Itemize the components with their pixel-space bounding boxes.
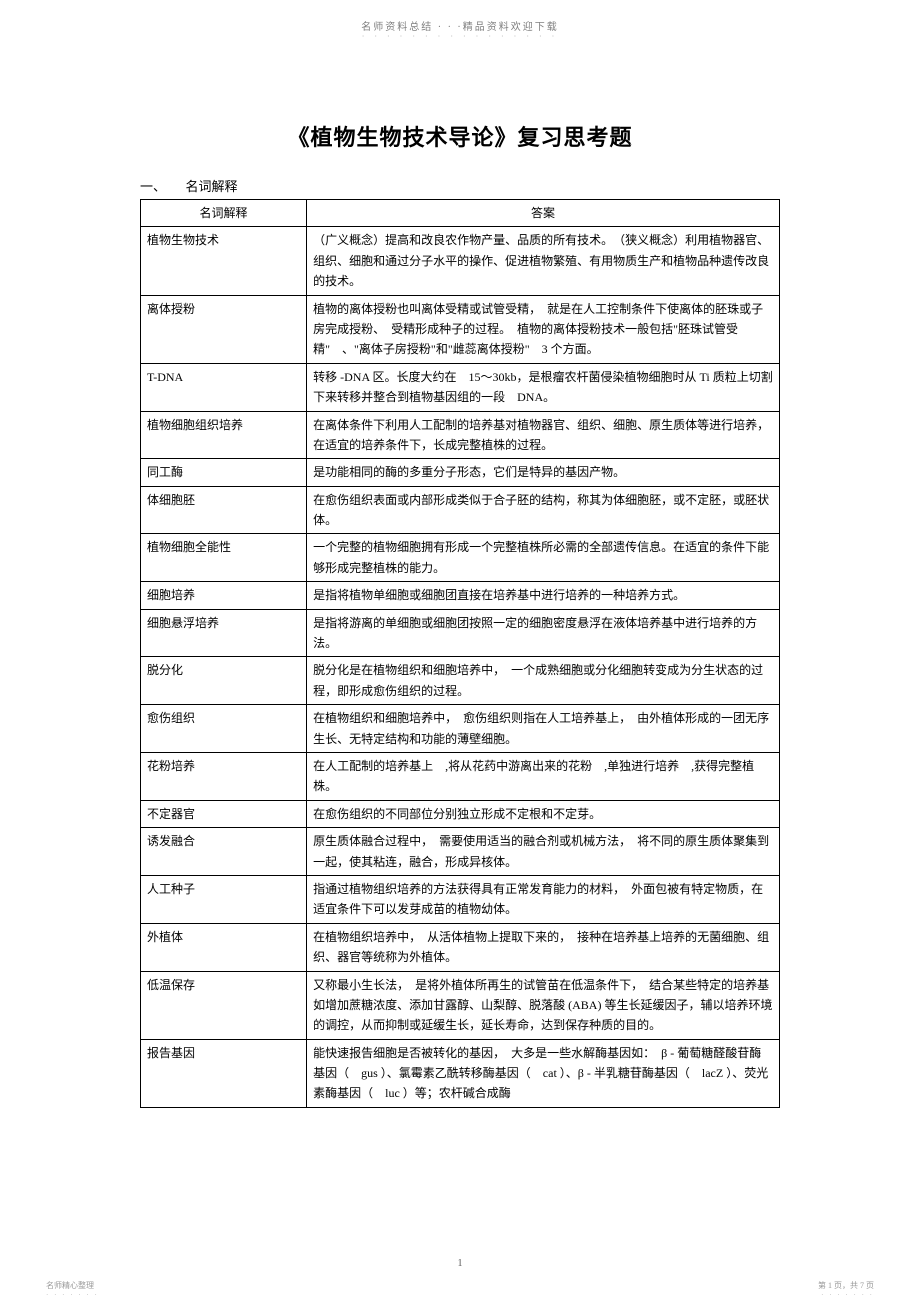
answer-cell: 在愈伤组织的不同部位分别独立形成不定根和不定芽。 — [307, 800, 780, 827]
footer-right-dots: · · · · · · · — [821, 1291, 874, 1299]
page-header-dots: · · · · · · · · · · · · · · · · — [0, 32, 920, 41]
answer-cell: 在人工配制的培养基上 ,将从花药中游离出来的花粉 ,单独进行培养 ,获得完整植株… — [307, 752, 780, 800]
glossary-table: 名词解释 答案 植物生物技术（广义概念）提高和改良农作物产量、品质的所有技术。 … — [140, 199, 780, 1108]
table-row: 细胞悬浮培养是指将游离的单细胞或细胞团按照一定的细胞密度悬浮在液体培养基中进行培… — [141, 609, 780, 657]
table-row: 植物生物技术（广义概念）提高和改良农作物产量、品质的所有技术。 （狭义概念）利用… — [141, 227, 780, 295]
table-row: 人工种子指通过植物组织培养的方法获得具有正常发育能力的材料， 外面包被有特定物质… — [141, 875, 780, 923]
answer-cell: 又称最小生长法， 是将外植体所再生的试管苗在低温条件下， 结合某些特定的培养基如… — [307, 971, 780, 1039]
answer-cell: 是指将植物单细胞或细胞团直接在培养基中进行培养的一种培养方式。 — [307, 582, 780, 609]
term-cell: 报告基因 — [141, 1039, 307, 1107]
answer-cell: 是指将游离的单细胞或细胞团按照一定的细胞密度悬浮在液体培养基中进行培养的方法。 — [307, 609, 780, 657]
table-row: 离体授粉植物的离体授粉也叫离体受精或试管受精， 就是在人工控制条件下使离体的胚珠… — [141, 295, 780, 363]
table-row: 植物细胞组织培养在离体条件下利用人工配制的培养基对植物器官、组织、细胞、原生质体… — [141, 411, 780, 459]
table-row: 花粉培养在人工配制的培养基上 ,将从花药中游离出来的花粉 ,单独进行培养 ,获得… — [141, 752, 780, 800]
term-cell: 愈伤组织 — [141, 705, 307, 753]
table-header-answer: 答案 — [307, 200, 780, 227]
term-cell: 植物细胞组织培养 — [141, 411, 307, 459]
answer-cell: 是功能相同的酶的多重分子形态，它们是特异的基因产物。 — [307, 459, 780, 486]
table-row: 低温保存又称最小生长法， 是将外植体所再生的试管苗在低温条件下， 结合某些特定的… — [141, 971, 780, 1039]
term-cell: 植物生物技术 — [141, 227, 307, 295]
term-cell: 植物细胞全能性 — [141, 534, 307, 582]
page-header: 名师资料总结 · · ·精品资料欢迎下载 — [0, 18, 920, 33]
term-cell: 外植体 — [141, 923, 307, 971]
answer-cell: 脱分化是在植物组织和细胞培养中， 一个成熟细胞或分化细胞转变成为分生状态的过程，… — [307, 657, 780, 705]
table-row: 体细胞胚在愈伤组织表面或内部形成类似于合子胚的结构，称其为体细胞胚，或不定胚，或… — [141, 486, 780, 534]
table-row: T-DNA转移 -DNA 区。长度大约在 15～30kb，是根瘤农杆菌侵染植物细… — [141, 363, 780, 411]
table-row: 细胞培养是指将植物单细胞或细胞团直接在培养基中进行培养的一种培养方式。 — [141, 582, 780, 609]
table-row: 外植体在植物组织培养中， 从活体植物上提取下来的， 接种在培养基上培养的无菌细胞… — [141, 923, 780, 971]
term-cell: T-DNA — [141, 363, 307, 411]
footer-left: 名师精心整理 — [46, 1280, 94, 1291]
table-row: 同工酶是功能相同的酶的多重分子形态，它们是特异的基因产物。 — [141, 459, 780, 486]
answer-cell: 在植物组织和细胞培养中， 愈伤组织则指在人工培养基上， 由外植体形成的一团无序生… — [307, 705, 780, 753]
term-cell: 脱分化 — [141, 657, 307, 705]
term-cell: 细胞培养 — [141, 582, 307, 609]
term-cell: 细胞悬浮培养 — [141, 609, 307, 657]
table-row: 脱分化脱分化是在植物组织和细胞培养中， 一个成熟细胞或分化细胞转变成为分生状态的… — [141, 657, 780, 705]
term-cell: 不定器官 — [141, 800, 307, 827]
term-cell: 体细胞胚 — [141, 486, 307, 534]
document-title: 《植物生物技术导论》复习思考题 — [140, 120, 780, 152]
table-header-term: 名词解释 — [141, 200, 307, 227]
answer-cell: 指通过植物组织培养的方法获得具有正常发育能力的材料， 外面包被有特定物质，在适宜… — [307, 875, 780, 923]
term-cell: 花粉培养 — [141, 752, 307, 800]
table-row: 报告基因能快速报告细胞是否被转化的基因， 大多是一些水解酶基因如： β - 葡萄… — [141, 1039, 780, 1107]
footer-right: 第 1 页，共 7 页 — [818, 1280, 874, 1291]
table-row: 诱发融合原生质体融合过程中， 需要使用适当的融合剂或机械方法， 将不同的原生质体… — [141, 828, 780, 876]
answer-cell: （广义概念）提高和改良农作物产量、品质的所有技术。 （狭义概念）利用植物器官、组… — [307, 227, 780, 295]
section-heading: 一、 名词解释 — [140, 176, 780, 195]
table-row: 愈伤组织在植物组织和细胞培养中， 愈伤组织则指在人工培养基上， 由外植体形成的一… — [141, 705, 780, 753]
answer-cell: 原生质体融合过程中， 需要使用适当的融合剂或机械方法， 将不同的原生质体聚集到一… — [307, 828, 780, 876]
answer-cell: 能快速报告细胞是否被转化的基因， 大多是一些水解酶基因如： β - 葡萄糖醛酸苷… — [307, 1039, 780, 1107]
term-cell: 人工种子 — [141, 875, 307, 923]
answer-cell: 转移 -DNA 区。长度大约在 15～30kb，是根瘤农杆菌侵染植物细胞时从 T… — [307, 363, 780, 411]
page-number: 1 — [0, 1258, 920, 1269]
answer-cell: 在植物组织培养中， 从活体植物上提取下来的， 接种在培养基上培养的无菌细胞、组织… — [307, 923, 780, 971]
main-content: 《植物生物技术导论》复习思考题 一、 名词解释 名词解释 答案 植物生物技术（广… — [140, 120, 780, 1108]
table-row: 不定器官在愈伤组织的不同部位分别独立形成不定根和不定芽。 — [141, 800, 780, 827]
answer-cell: 植物的离体授粉也叫离体受精或试管受精， 就是在人工控制条件下使离体的胚珠或子房完… — [307, 295, 780, 363]
answer-cell: 在离体条件下利用人工配制的培养基对植物器官、组织、细胞、原生质体等进行培养，在适… — [307, 411, 780, 459]
term-cell: 同工酶 — [141, 459, 307, 486]
table-row: 植物细胞全能性一个完整的植物细胞拥有形成一个完整植株所必需的全部遗传信息。在适宜… — [141, 534, 780, 582]
term-cell: 离体授粉 — [141, 295, 307, 363]
term-cell: 低温保存 — [141, 971, 307, 1039]
term-cell: 诱发融合 — [141, 828, 307, 876]
answer-cell: 一个完整的植物细胞拥有形成一个完整植株所必需的全部遗传信息。在适宜的条件下能够形… — [307, 534, 780, 582]
table-header-row: 名词解释 答案 — [141, 200, 780, 227]
answer-cell: 在愈伤组织表面或内部形成类似于合子胚的结构，称其为体细胞胚，或不定胚，或胚状体。 — [307, 486, 780, 534]
footer-left-dots: · · · · · · · — [46, 1291, 99, 1299]
